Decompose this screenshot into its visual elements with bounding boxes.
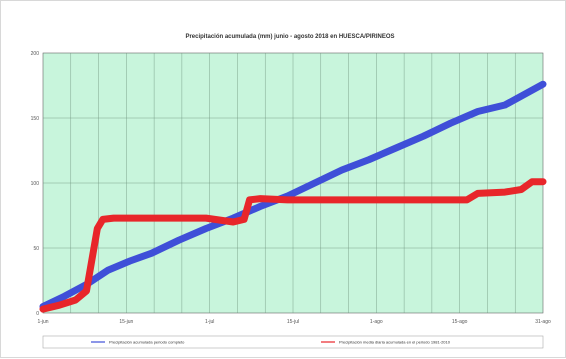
x-tick-label: 1-jul <box>205 319 214 325</box>
y-tick-label: 100 <box>31 181 40 187</box>
y-axis-ticks: 0 50 100 150 200 <box>31 51 40 317</box>
legend-label-2: Precipitación media diaria acumulada en … <box>339 340 451 345</box>
legend-box <box>42 335 544 349</box>
legend: Precipitación acumulada periodo completo… <box>91 340 451 345</box>
x-axis-ticks: 1-jun 15-jun 1-jul 15-jul 1-ago 15-ago 31-ago <box>37 319 551 325</box>
y-tick-label: 150 <box>31 116 40 122</box>
series-layer <box>39 80 547 313</box>
series-line-2 <box>39 178 547 313</box>
x-tick-label: 1-jun <box>37 319 48 325</box>
x-tick-label: 15-ago <box>452 319 468 325</box>
x-tick-label: 15-jun <box>119 319 133 325</box>
x-tick-label: 15-jul <box>287 319 299 325</box>
chart-title: Precipitación acumulada (mm) junio - ago… <box>185 34 394 40</box>
y-tick-label: 0 <box>36 311 39 317</box>
y-tick-label: 200 <box>31 51 40 57</box>
legend-label-1: Precipitación acumulada periodo completo <box>109 340 185 345</box>
x-tick-label: 1-ago <box>370 319 383 325</box>
x-tick-label: 31-ago <box>535 319 551 325</box>
y-tick-label: 50 <box>33 246 39 252</box>
